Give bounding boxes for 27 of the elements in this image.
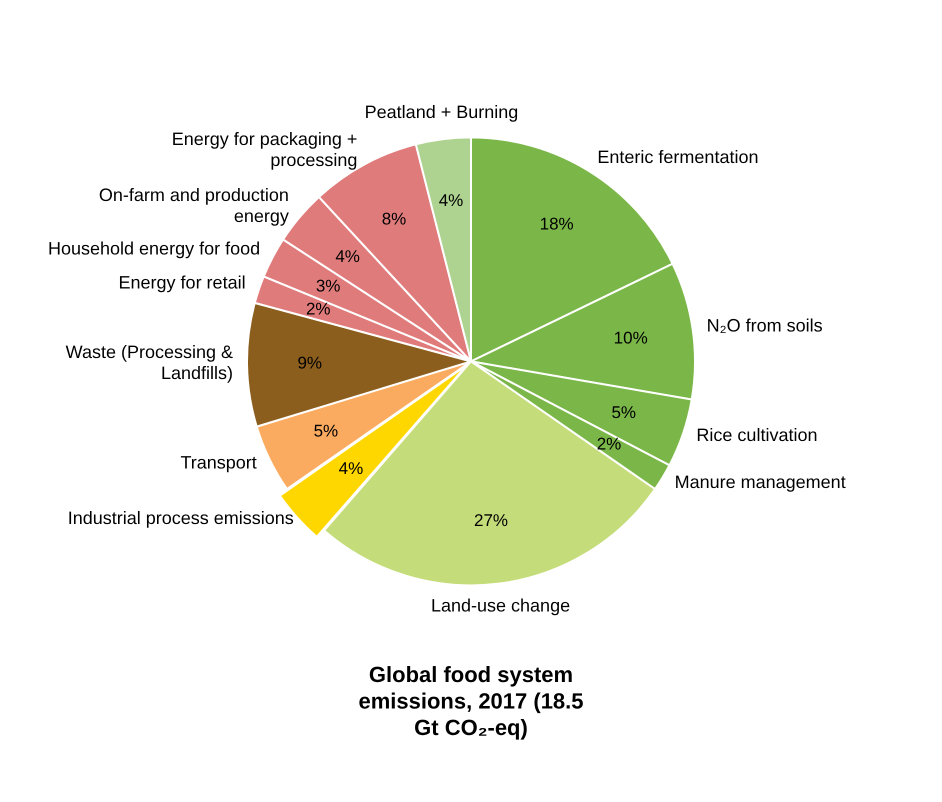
slice-label: Energy for retail bbox=[118, 272, 246, 293]
slice-label: Household energy for food bbox=[48, 238, 260, 259]
data-label: 4% bbox=[335, 247, 360, 266]
slice-label: Energy for packaging + processing bbox=[172, 129, 358, 170]
data-label: 10% bbox=[614, 328, 648, 348]
data-label: 5% bbox=[314, 421, 338, 440]
data-label: 2% bbox=[306, 299, 331, 318]
data-label: 9% bbox=[297, 354, 322, 373]
data-label: 3% bbox=[316, 276, 340, 296]
slice-label: Enteric fermentation bbox=[597, 147, 758, 168]
data-label: 18% bbox=[540, 214, 574, 234]
slice-label: Rice cultivation bbox=[696, 425, 818, 446]
data-label: 4% bbox=[438, 191, 464, 210]
slice-label: On-farm and production energy bbox=[98, 185, 289, 226]
data-label: 8% bbox=[382, 209, 406, 228]
slice-label: N₂O from soils bbox=[706, 316, 823, 336]
text: Global food system emissions, 2017 (18.5 Gt CO₂-eq) bbox=[358, 662, 584, 740]
data-label: 27% bbox=[474, 511, 508, 530]
slice-label: Industrial process emissions bbox=[68, 508, 294, 528]
slice-label: Peatland + Burning bbox=[364, 102, 518, 122]
data-label: 5% bbox=[611, 402, 636, 422]
slice-label: Transport bbox=[180, 452, 257, 473]
slice-label: Waste (Processing & Landfills) bbox=[66, 342, 234, 384]
slice-label: Land-use change bbox=[430, 596, 570, 616]
slice-label: Manure management bbox=[674, 472, 846, 492]
data-label: 2% bbox=[596, 434, 622, 454]
data-label: 4% bbox=[338, 458, 364, 478]
